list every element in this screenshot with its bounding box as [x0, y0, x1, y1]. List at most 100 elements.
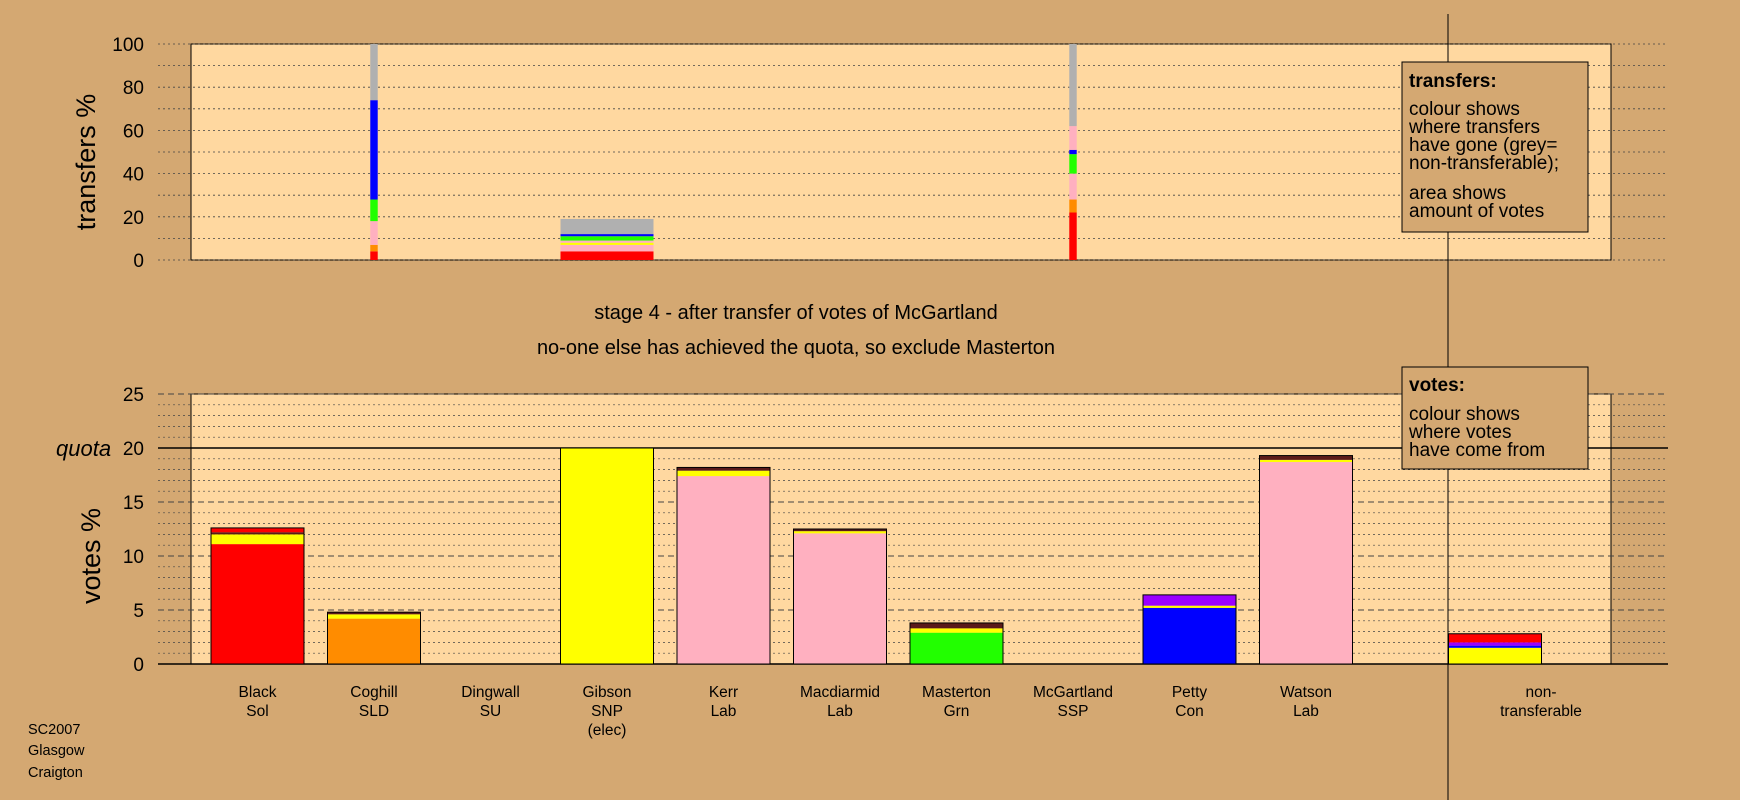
- vote-segment: [677, 467, 770, 471]
- transfer-bars: [370, 44, 1077, 260]
- candidate-label-line: Macdiarmid: [800, 684, 880, 701]
- transfers-tick-label: 60: [123, 121, 144, 142]
- vote-segment: [327, 614, 421, 619]
- candidate-label: Kerr Lab: [709, 684, 738, 720]
- transfer-segment: [1069, 44, 1077, 127]
- footer-line: Glasgow: [28, 743, 85, 759]
- vote-segment: [1448, 647, 1542, 664]
- transfers-legend-line: area shows: [1409, 183, 1506, 204]
- vote-segment: [560, 448, 654, 664]
- vote-bar: [210, 527, 305, 665]
- candidate-label-line: Petty: [1172, 684, 1208, 701]
- votes-tick-label: 10: [123, 547, 144, 568]
- transfers-legend-line: where transfers: [1408, 117, 1540, 138]
- transfer-segment: [1069, 173, 1077, 200]
- transfer-segment: [1069, 154, 1077, 174]
- vote-segment: [327, 618, 421, 664]
- candidate-label-line: transferable: [1500, 703, 1582, 720]
- candidate-label-line: Con: [1175, 703, 1203, 720]
- transfer-segment: [1069, 126, 1077, 150]
- vote-bar: [793, 528, 887, 665]
- candidate-label: Coghill SLD: [350, 684, 397, 720]
- transfer-segment: [1069, 149, 1077, 155]
- candidate-label-line: non-: [1525, 684, 1556, 701]
- candidate-label: Black Sol: [239, 684, 277, 720]
- transfer-segment: [560, 218, 654, 235]
- votes-legend: votes: colour shows where votes have com…: [1401, 366, 1589, 470]
- candidate-label-line: Dingwall: [461, 684, 520, 701]
- vote-segment: [211, 527, 304, 533]
- vote-bar-outline: [1142, 594, 1237, 665]
- votes-axis-title: votes %: [76, 508, 106, 604]
- transfers-tick-label: 80: [123, 78, 144, 99]
- vote-segment: [211, 532, 304, 535]
- candidate-label-line: Lab: [711, 703, 737, 720]
- transfer-segment: [370, 251, 378, 260]
- footer-line: SC2007: [28, 722, 80, 738]
- transfer-segment: [370, 221, 378, 245]
- votes-y-ticks: 0 5 10 15 25 20: [123, 385, 144, 676]
- votes-legend-title: votes:: [1409, 375, 1465, 396]
- votes-legend-line: where votes: [1408, 422, 1511, 443]
- transfer-segment: [560, 251, 654, 260]
- candidate-label-line: SLD: [359, 703, 389, 720]
- vote-segment: [1259, 462, 1353, 664]
- candidate-label-line: Masterton: [922, 684, 991, 701]
- transfers-plot: 0 20 40 60 80 100 transfers %: [71, 35, 1668, 272]
- vote-segment: [1143, 605, 1236, 608]
- vote-bars: [210, 447, 1542, 665]
- transfer-segment: [1069, 199, 1077, 213]
- vote-bar-outline: [793, 528, 887, 665]
- transfers-legend-title: transfers:: [1409, 71, 1497, 92]
- transfers-axis-title: transfers %: [71, 94, 101, 231]
- vote-segment: [793, 529, 887, 532]
- transfer-segment: [560, 240, 654, 243]
- transfer-segment: [560, 244, 654, 252]
- candidate-label-line: Black: [239, 684, 277, 701]
- votes-tick-label: 15: [123, 493, 144, 514]
- candidate-label-line: Gibson: [582, 684, 631, 701]
- transfer-segment: [560, 242, 654, 245]
- vote-bar: [560, 447, 654, 665]
- vote-segment: [211, 544, 304, 664]
- transfers-legend-line: amount of votes: [1409, 201, 1544, 222]
- vote-segment: [327, 612, 421, 615]
- candidate-label-line: Coghill: [350, 684, 397, 701]
- votes-tick-label: 20: [123, 439, 144, 460]
- candidate-label: Watson Lab: [1280, 684, 1332, 720]
- transfers-tick-label: 0: [133, 251, 144, 272]
- vote-bar: [327, 611, 421, 665]
- transfers-tick-label: 100: [112, 35, 144, 56]
- candidate-label-line: McGartland: [1033, 684, 1113, 701]
- vote-segment: [910, 632, 1003, 664]
- votes-plot-area: [190, 393, 1612, 665]
- vote-segment: [793, 531, 887, 534]
- candidate-label: Gibson SNP (elec): [582, 684, 631, 739]
- candidate-labels: Black Sol Coghill SLD Dingwall SU Gibson SNP (el…: [239, 684, 1582, 739]
- candidate-label-line: SU: [480, 703, 502, 720]
- candidate-label: non-transferable: [1500, 684, 1582, 720]
- vote-segment: [910, 628, 1003, 633]
- votes-legend-line: colour shows: [1409, 404, 1520, 425]
- vote-segment: [1259, 455, 1353, 460]
- transfers-tick-label: 20: [123, 208, 144, 229]
- vote-segment: [211, 534, 304, 545]
- candidate-label-line: Sol: [246, 703, 268, 720]
- vote-segment: [1259, 459, 1353, 463]
- vote-bar: [1142, 594, 1237, 665]
- vote-bar-outline: [909, 622, 1004, 665]
- transfers-legend: transfers: colour shows where transfers …: [1401, 61, 1589, 233]
- transfer-segment: [370, 44, 378, 101]
- vote-bar-outline: [560, 447, 654, 665]
- transfers-gridlines: [158, 43, 1668, 261]
- vote-segment: [1448, 642, 1542, 646]
- vote-segment: [1448, 633, 1542, 643]
- votes-legend-line: have come from: [1409, 440, 1545, 461]
- transfer-bar: [560, 218, 654, 260]
- stage-title: stage 4 - after transfer of votes of McG…: [594, 302, 998, 324]
- vote-segment: [1143, 594, 1236, 606]
- candidate-label-line: SSP: [1057, 703, 1088, 720]
- candidate-label-line: SNP: [591, 703, 623, 720]
